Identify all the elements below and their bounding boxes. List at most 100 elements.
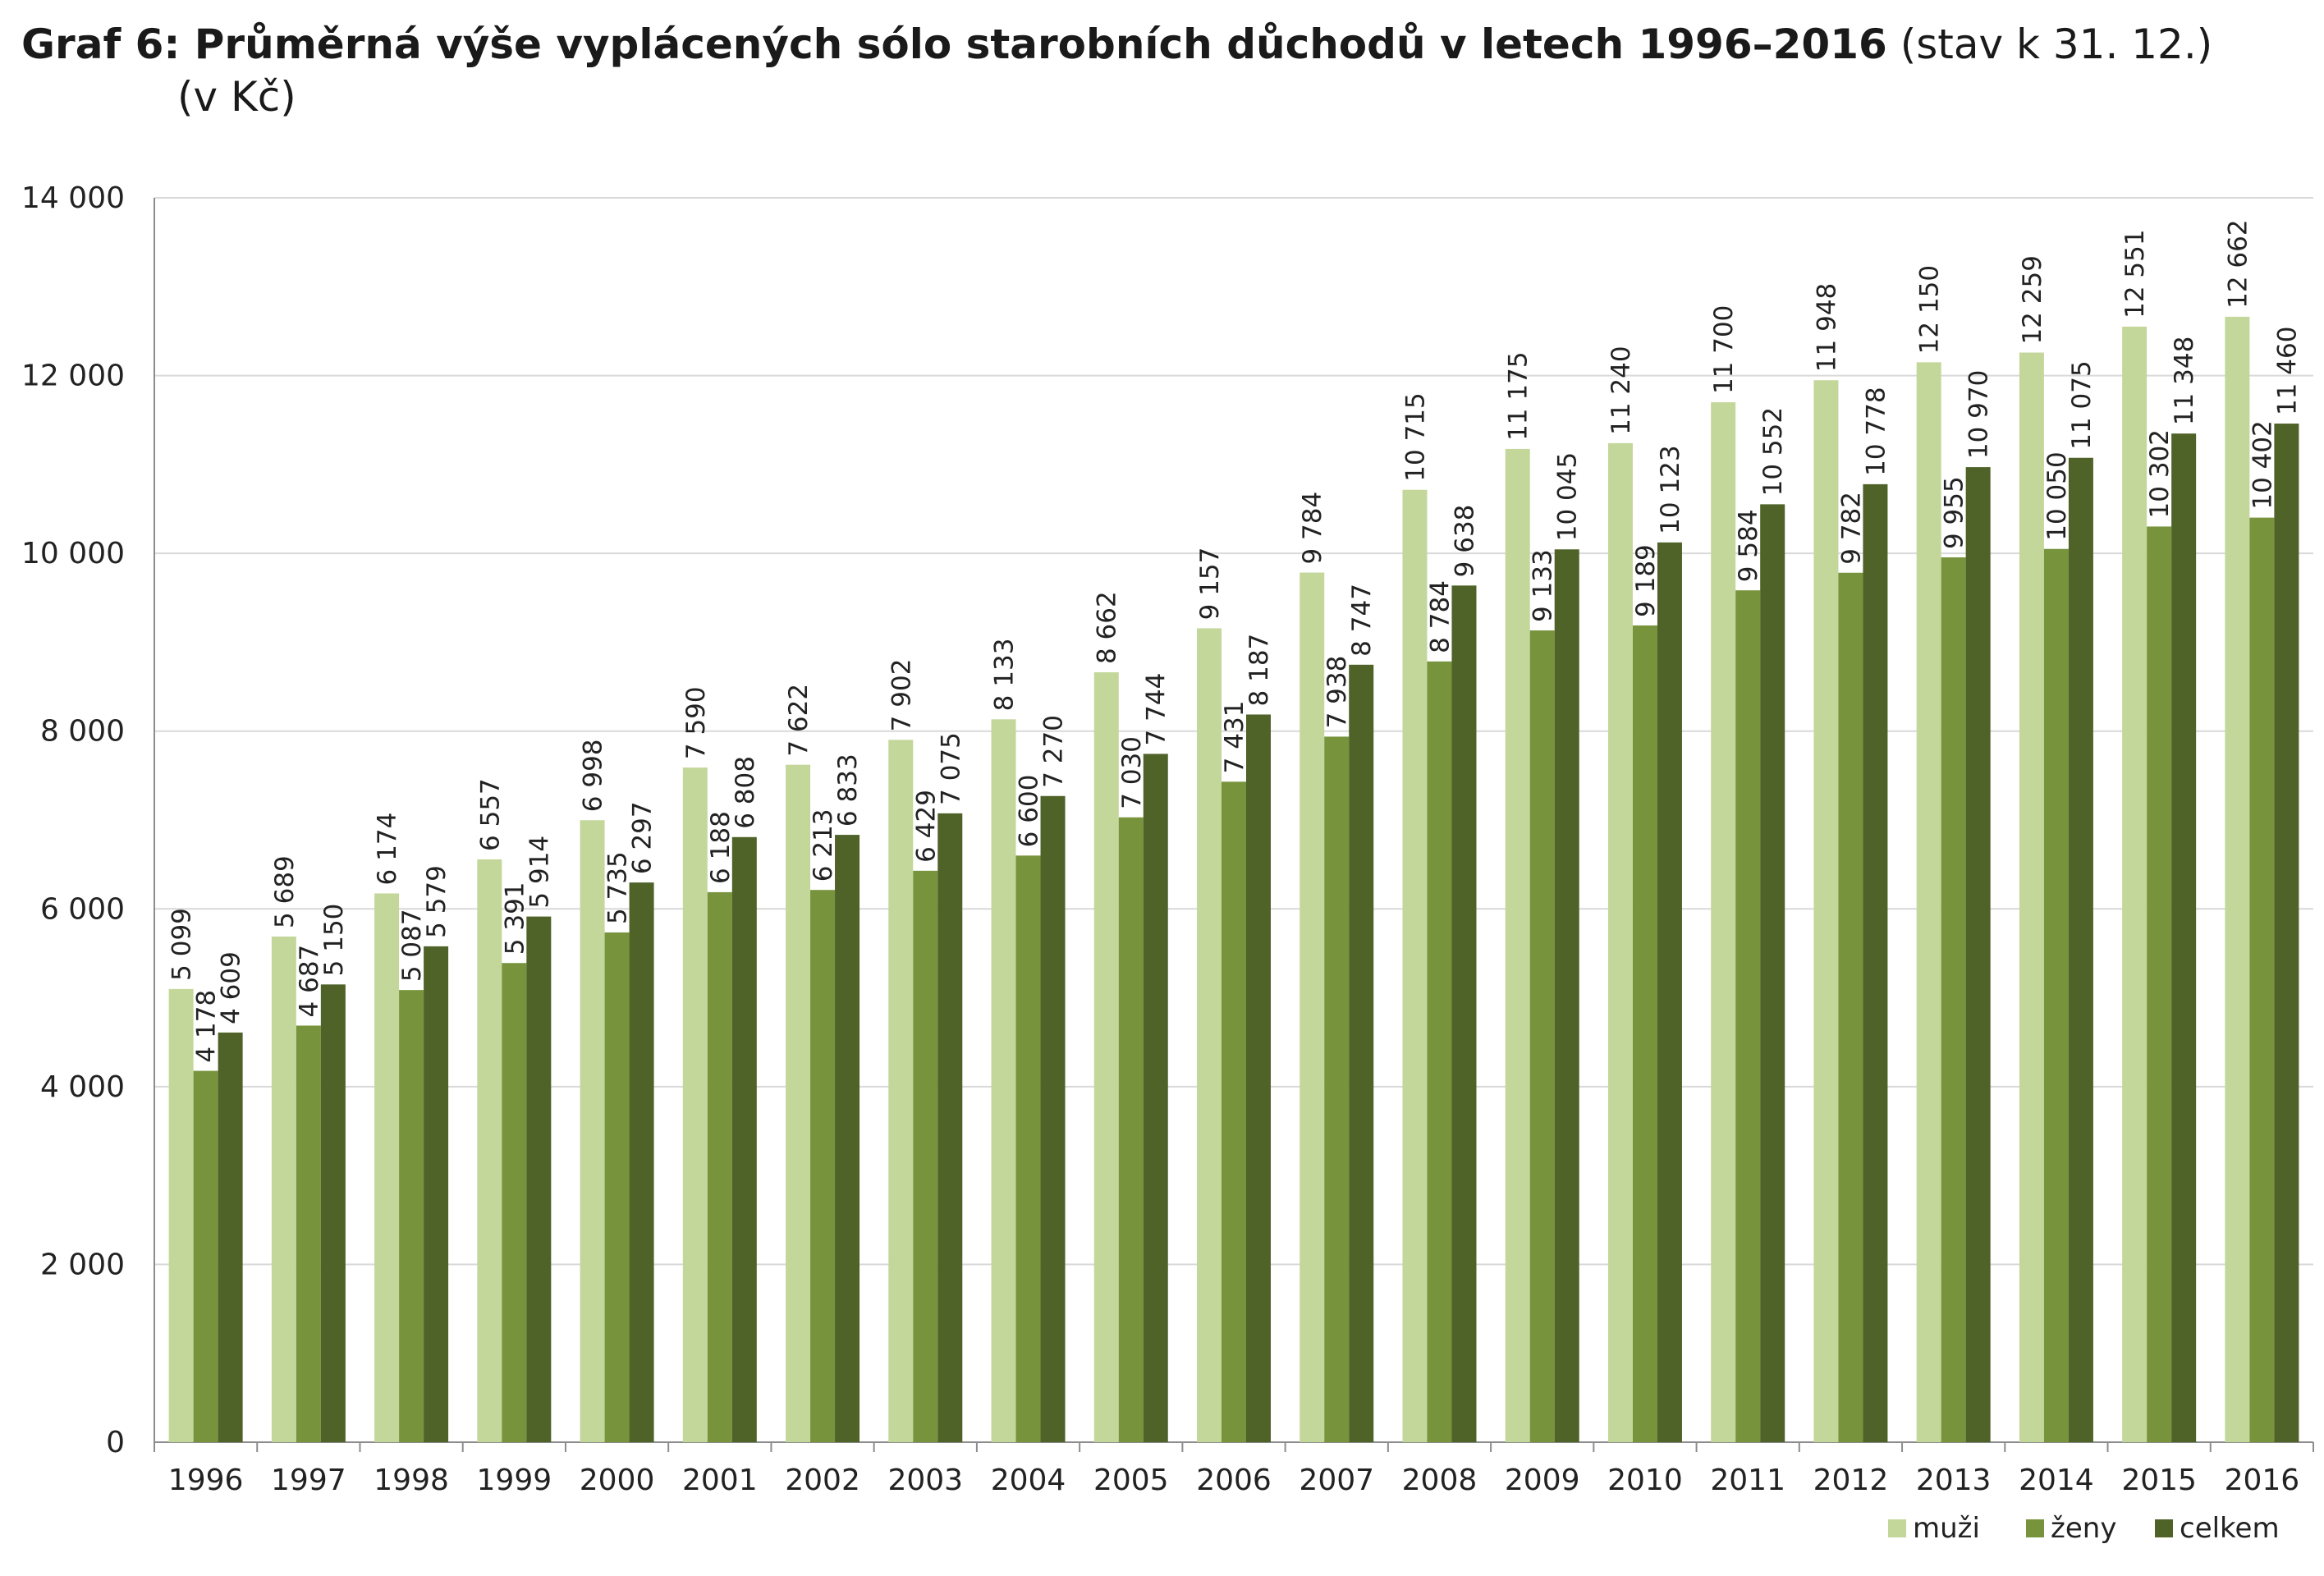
x-category-label: 1999 [477,1464,552,1497]
bar-muži [580,820,605,1442]
data-label: 7 270 [1039,715,1069,788]
bar-muži [477,859,502,1442]
data-label: 11 948 [1812,283,1841,372]
chart-title: Graf 6: Průměrná výše vyplácených sólo s… [21,18,2212,123]
x-category-label: 2000 [580,1464,655,1497]
bar-celkem [1451,585,1477,1442]
x-category-label: 2010 [1607,1464,1683,1497]
bar-muži [786,764,811,1442]
bar-ženy [1118,817,1144,1442]
data-label: 10 552 [1758,407,1788,496]
legend-swatch-celkem [2155,1519,2173,1537]
bar-celkem [629,882,654,1442]
bar-ženy [1735,590,1761,1442]
data-label: 9 784 [1298,492,1327,565]
x-category-label: 2009 [1505,1464,1580,1497]
data-label: 4 178 [192,990,222,1063]
bar-ženy [1324,736,1350,1442]
bar-ženy [2043,548,2069,1443]
data-label: 5 099 [167,908,197,981]
data-label: 12 551 [2120,229,2150,318]
data-label: 6 213 [809,809,838,882]
bar-ženy [1015,855,1041,1442]
data-label: 11 348 [2170,337,2199,425]
data-label: 5 735 [603,851,633,924]
bar-celkem [424,946,449,1442]
x-category-label: 2007 [1299,1464,1374,1497]
bar-muži [374,893,400,1442]
data-label: 6 808 [731,756,760,829]
data-label: 7 590 [681,686,711,759]
data-label: 5 579 [422,865,452,938]
bar-ženy [1427,661,1452,1442]
title-unit: (v Kč) [177,73,296,121]
y-tick-label: 8 000 [40,715,125,749]
legend-swatch-ženy [2026,1519,2044,1537]
data-label: 8 662 [1093,591,1122,664]
data-label: 6 188 [706,811,736,884]
bar-ženy [707,891,732,1442]
data-label: 7 431 [1220,701,1249,774]
data-label: 9 638 [1450,505,1479,578]
data-label: 5 689 [270,855,300,928]
y-tick-label: 14 000 [21,181,125,215]
data-label: 9 133 [1529,549,1558,622]
y-tick-label: 12 000 [21,360,125,393]
x-category-label: 2001 [682,1464,758,1497]
bar-celkem [937,813,963,1442]
data-label: 10 715 [1400,392,1430,481]
bar-muži [1300,572,1325,1442]
data-label: 6 833 [833,754,863,827]
bar-celkem [1246,714,1271,1442]
y-tick-label: 0 [106,1426,125,1459]
x-category-label: 2013 [1916,1464,1992,1497]
data-label: 4 609 [217,951,246,1024]
data-label: 12 662 [2223,219,2253,308]
data-label: 5 087 [397,909,427,982]
x-category-label: 2005 [1093,1464,1169,1497]
data-label: 11 700 [1709,305,1739,394]
data-label: 12 150 [1915,265,1945,354]
legend-label: ženy [2051,1512,2116,1545]
bar-ženy [296,1025,321,1442]
data-label: 10 302 [2145,429,2175,518]
data-label: 10 402 [2248,420,2277,509]
bar-celkem [1143,754,1168,1442]
y-tick-label: 10 000 [21,537,125,570]
x-category-label: 2012 [1813,1464,1889,1497]
bar-ženy [810,890,836,1442]
data-label: 11 175 [1504,351,1533,440]
data-label: 12 259 [2018,255,2047,344]
data-label: 5 391 [500,882,529,955]
data-label: 10 050 [2042,451,2072,540]
x-category-label: 1998 [374,1464,449,1497]
bar-celkem [1657,542,1682,1442]
bar-ženy [1632,625,1657,1442]
x-category-label: 2003 [887,1464,963,1497]
data-label: 6 429 [911,790,941,863]
x-category-label: 2016 [2225,1464,2300,1497]
data-label: 10 970 [1964,370,1994,459]
legend-label: muži [1913,1512,1980,1545]
bar-muži [2122,326,2148,1442]
data-label: 8 747 [1347,584,1377,657]
data-label: 7 744 [1142,673,1171,746]
x-category-label: 1997 [271,1464,346,1497]
bar-muži [1197,628,1222,1442]
bar-celkem [731,836,757,1442]
data-label: 8 784 [1425,580,1455,653]
bar-celkem [320,984,346,1442]
legend-label: celkem [2180,1512,2280,1545]
bar-celkem [1760,504,1785,1442]
data-label: 9 955 [1940,476,1969,549]
title-main: Graf 6: Průměrná výše vyplácených sólo s… [21,21,1887,68]
data-label: 6 174 [373,813,402,886]
bar-muži [888,740,914,1442]
bar-celkem [1040,795,1066,1442]
bar-muži [682,767,708,1442]
data-label: 7 938 [1322,656,1352,729]
x-category-label: 2002 [785,1464,860,1497]
bar-muži [1093,672,1119,1442]
data-label: 7 622 [784,684,814,757]
